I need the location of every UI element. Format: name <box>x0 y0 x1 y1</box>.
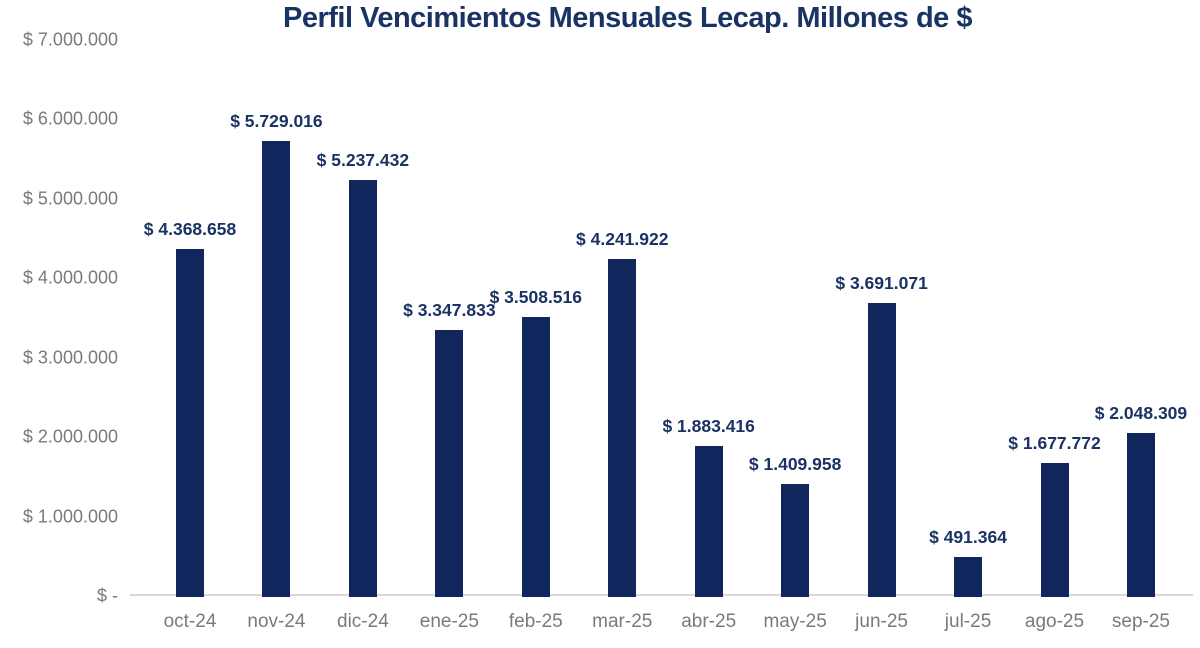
data-label-abr-25: $ 1.883.416 <box>662 416 755 437</box>
y-tick-label: $ 5.000.000 <box>22 188 118 209</box>
x-tick-abr-25: abr-25 <box>681 611 737 632</box>
bar-may-25 <box>781 484 810 597</box>
bar-nov-24 <box>262 140 291 597</box>
y-tick-label: $ 3.000.000 <box>22 347 118 368</box>
y-tick-label: $ 1.000.000 <box>22 506 118 527</box>
bar-dic-24 <box>348 179 377 597</box>
data-label-feb-25: $ 3.508.516 <box>489 287 583 308</box>
x-tick-nov-24: nov-24 <box>247 611 306 632</box>
data-label-sep-25: $ 2.048.309 <box>1094 403 1188 424</box>
x-tick-ago-25: ago-25 <box>1024 611 1085 632</box>
data-label-nov-24: $ 5.729.016 <box>230 110 323 131</box>
chart-title: Perfil Vencimientos Mensuales Lecap. Mil… <box>283 2 972 34</box>
data-label-ago-25: $ 1.677.772 <box>1008 432 1101 453</box>
x-tick-sep-25: sep-25 <box>1111 611 1170 632</box>
data-label-mar-25: $ 4.241.922 <box>576 229 669 250</box>
bar-jul-25 <box>954 556 983 597</box>
bar-mar-25 <box>608 259 637 597</box>
data-label-may-25: $ 1.409.958 <box>748 454 842 474</box>
y-tick-label: $ 4.000.000 <box>22 267 118 288</box>
bar-ago-25 <box>1040 462 1069 597</box>
x-tick-jun-25: jun-25 <box>855 611 908 632</box>
x-tick-may-25: may-25 <box>763 611 827 632</box>
data-label-jul-25: $ 491.364 <box>929 526 1007 547</box>
x-tick-feb-25: feb-25 <box>508 611 563 632</box>
bar-feb-25 <box>521 317 550 597</box>
bar-sep-25 <box>1126 433 1155 597</box>
x-tick-jul-25: jul-25 <box>944 611 992 632</box>
data-label-jun-25: $ 3.691.071 <box>835 272 928 293</box>
y-tick-label: $ 6.000.000 <box>22 108 118 129</box>
x-tick-mar-25: mar-25 <box>592 611 653 632</box>
bar-ene-25 <box>435 330 464 597</box>
x-tick-oct-24: oct-24 <box>163 611 217 632</box>
y-tick-label: $ - <box>96 585 118 606</box>
x-tick-ene-25: ene-25 <box>419 611 479 632</box>
bar-oct-24 <box>176 248 204 597</box>
data-label-ene-25: $ 3.347.833 <box>403 300 496 321</box>
x-tick-dic-24: dic-24 <box>337 611 389 632</box>
bar-jun-25 <box>867 302 896 597</box>
data-label-dic-24: $ 5.237.432 <box>316 149 410 170</box>
y-tick-label: $ 7.000.000 <box>22 29 118 50</box>
bar-abr-25 <box>694 446 723 597</box>
x-axis-line <box>130 594 1193 596</box>
data-label-oct-24: $ 4.368.658 <box>143 218 237 239</box>
y-tick-label: $ 2.000.000 <box>22 426 118 447</box>
